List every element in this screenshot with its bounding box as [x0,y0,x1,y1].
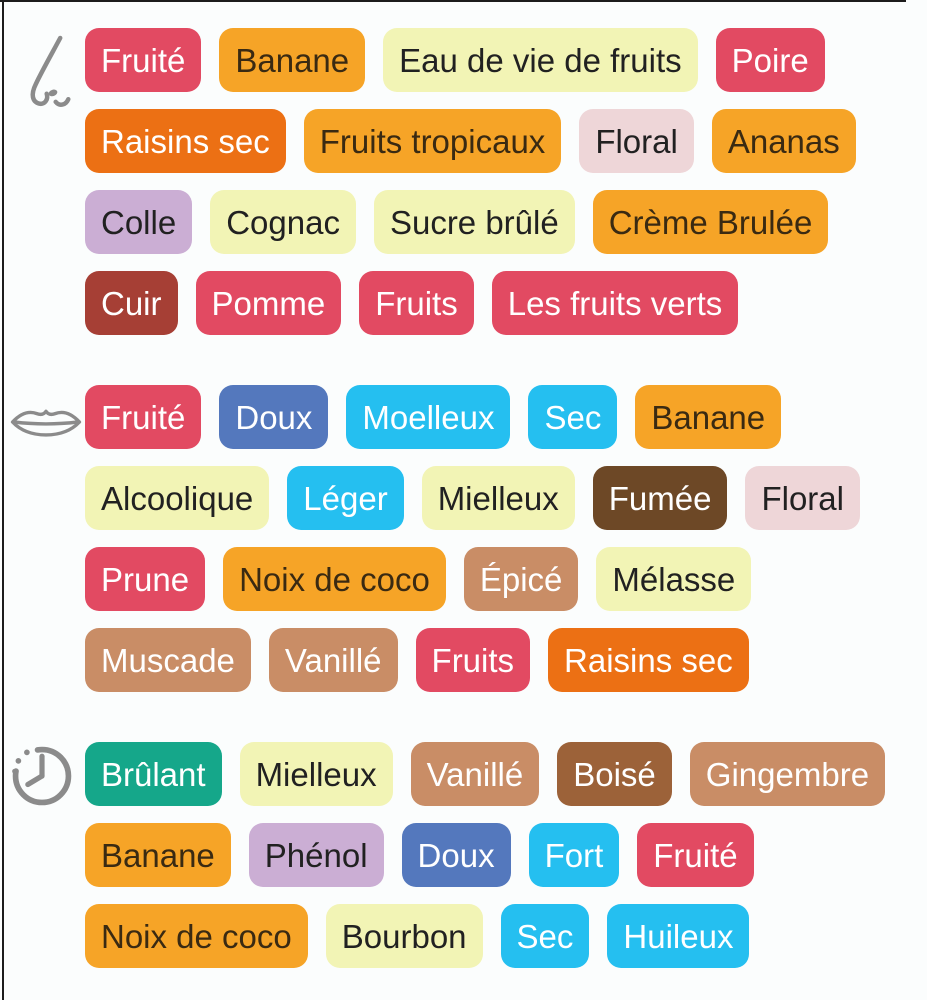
tag-fruite[interactable]: Fruité [85,28,202,92]
tag-vanille[interactable]: Vanillé [268,628,398,692]
tag-fruits[interactable]: Fruits [359,271,474,335]
tag-doux[interactable]: Doux [219,385,329,449]
tag-fruits-tropicaux[interactable]: Fruits tropicaux [303,109,562,173]
tag-sec[interactable]: Sec [500,904,590,968]
tag-sucre-brule[interactable]: Sucre brûlé [373,190,575,254]
tag-banane[interactable]: Banane [635,385,782,449]
tag-fruite[interactable]: Fruité [637,823,754,887]
tag-colle[interactable]: Colle [85,190,193,254]
nose-row-1: Fruité Banane Eau de vie de fruits Poire [85,28,927,92]
finish-row-1: Brûlant Mielleux Vanillé Boisé Gingembre [85,742,927,806]
palate-row-3: Prune Noix de coco Épicé Mélasse [85,547,927,611]
tag-fruits[interactable]: Fruits [415,628,531,692]
tag-epice[interactable]: Épicé [463,547,579,611]
tag-noix-de-coco[interactable]: Noix de coco [85,904,308,968]
tasting-notes-panel: Fruité Banane Eau de vie de fruits Poire Rai… [0,28,927,968]
tag-raisins-sec[interactable]: Raisins sec [548,628,749,692]
section-finish: Brûlant Mielleux Vanillé Boisé Gingembre Bana… [0,742,927,968]
mouth-icon [10,409,82,437]
finish-clock-icon [12,746,72,806]
section-palate: Fruité Doux Moelleux Sec Banane Alcoolique Lég… [0,385,927,692]
tag-muscade[interactable]: Muscade [85,628,251,692]
finish-tags: Brûlant Mielleux Vanillé Boisé Gingembre Bana… [85,742,927,968]
tag-boise[interactable]: Boisé [557,742,672,806]
palate-row-1: Fruité Doux Moelleux Sec Banane [85,385,927,449]
tag-alcoolique[interactable]: Alcoolique [85,466,270,530]
tag-poire[interactable]: Poire [715,28,825,92]
tag-leger[interactable]: Léger [287,466,404,530]
tag-huileux[interactable]: Huileux [607,904,750,968]
tag-bourbon[interactable]: Bourbon [325,904,483,968]
tag-floral[interactable]: Floral [745,466,860,530]
tag-pomme[interactable]: Pomme [195,271,342,335]
tag-prune[interactable]: Prune [85,547,206,611]
tag-doux[interactable]: Doux [401,823,511,887]
tag-fruite[interactable]: Fruité [85,385,202,449]
finish-row-3: Noix de coco Bourbon Sec Huileux [85,904,927,968]
finish-row-2: Banane Phénol Doux Fort Fruité [85,823,927,887]
tag-sec[interactable]: Sec [528,385,618,449]
tag-mielleux[interactable]: Mielleux [421,466,575,530]
tag-brulant[interactable]: Brûlant [85,742,222,806]
palate-tags: Fruité Doux Moelleux Sec Banane Alcoolique Lég… [85,385,927,692]
tag-ananas[interactable]: Ananas [711,109,856,173]
tag-mielleux[interactable]: Mielleux [239,742,393,806]
palate-row-2: Alcoolique Léger Mielleux Fumée Floral [85,466,927,530]
section-nose: Fruité Banane Eau de vie de fruits Poire Rai… [0,28,927,335]
tag-fumee[interactable]: Fumée [592,466,728,530]
tag-eau-de-vie-de-fruits[interactable]: Eau de vie de fruits [383,28,698,92]
tag-moelleux[interactable]: Moelleux [346,385,511,449]
tag-banane[interactable]: Banane [85,823,231,887]
nose-row-2: Raisins sec Fruits tropicaux Floral Ananas [85,109,927,173]
tag-gingembre[interactable]: Gingembre [689,742,886,806]
nose-icon [30,35,71,107]
nose-tags: Fruité Banane Eau de vie de fruits Poire Rai… [85,28,927,335]
tag-raisins-sec[interactable]: Raisins sec [85,109,286,173]
tag-creme-brulee[interactable]: Crème Brulée [592,190,829,254]
tag-banane[interactable]: Banane [219,28,366,92]
tag-cuir[interactable]: Cuir [85,271,178,335]
tag-vanille[interactable]: Vanillé [410,742,540,806]
palate-row-4: Muscade Vanillé Fruits Raisins sec [85,628,927,692]
tag-les-fruits-verts[interactable]: Les fruits verts [491,271,739,335]
screen-edge-left [2,0,4,1000]
tag-cognac[interactable]: Cognac [210,190,356,254]
tag-floral[interactable]: Floral [579,109,694,173]
screen-edge-top [0,0,906,2]
tag-noix-de-coco[interactable]: Noix de coco [223,547,446,611]
tag-phenol[interactable]: Phénol [248,823,384,887]
tag-fort[interactable]: Fort [528,823,620,887]
nose-row-3: Colle Cognac Sucre brûlé Crème Brulée [85,190,927,254]
nose-row-4: Cuir Pomme Fruits Les fruits verts [85,271,927,335]
tag-melasse[interactable]: Mélasse [596,547,752,611]
